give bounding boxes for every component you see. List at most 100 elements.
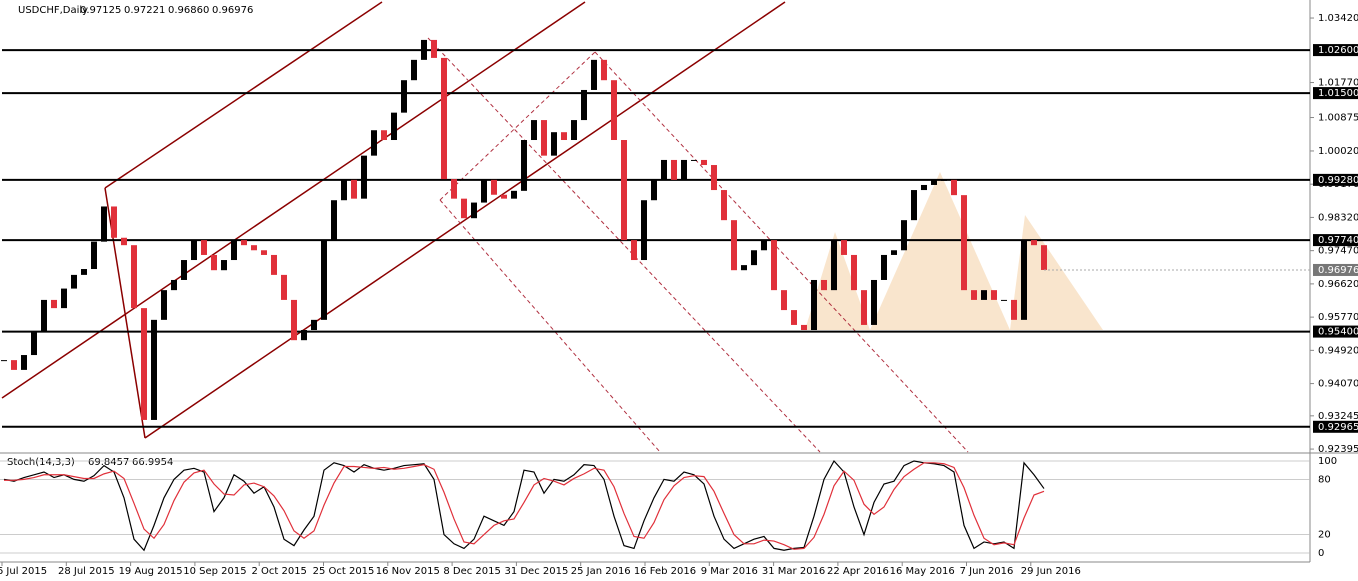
candle-body: [881, 254, 887, 280]
candle-body: [1031, 240, 1037, 246]
candle-body: [761, 240, 767, 251]
candle-body: [471, 202, 477, 219]
x-tick-label: 8 Dec 2015: [443, 566, 501, 577]
candle-body: [491, 179, 497, 195]
candle-body: [1011, 299, 1017, 320]
x-tick-label: 29 Jun 2016: [1021, 566, 1081, 577]
level-label-box: [1313, 44, 1358, 57]
candle-body: [841, 240, 847, 255]
dashed-line: [594, 51, 969, 453]
stoch-tick-label: 20: [1318, 530, 1331, 541]
candle-body: [1001, 299, 1007, 301]
candle-body: [851, 254, 857, 291]
candle-body: [951, 179, 957, 196]
pattern-shade: [805, 172, 1103, 330]
level-label-box: [1313, 325, 1358, 338]
y-tick-label: 0.93245: [1318, 411, 1358, 422]
candle-body: [581, 89, 587, 121]
candle-body: [461, 198, 467, 219]
stoch-tick-label: 0: [1318, 548, 1324, 559]
chart-title: USDCHF,Daily: [18, 5, 88, 16]
candle-body: [441, 57, 447, 180]
candle-body: [341, 179, 347, 201]
candle-body: [11, 360, 17, 370]
candle-body: [131, 245, 137, 309]
candle-body: [61, 288, 67, 309]
candle-body: [891, 250, 897, 255]
candle-body: [571, 120, 577, 141]
candle-body: [591, 59, 597, 90]
candle-body: [721, 190, 727, 221]
candle-body: [241, 240, 247, 246]
candle-body: [191, 240, 197, 261]
y-tick-label: 1.03420: [1318, 13, 1358, 24]
x-tick-label: 6 Jul 2015: [0, 566, 47, 577]
y-tick-label: 0.98320: [1318, 212, 1358, 223]
candle-body: [501, 194, 507, 199]
candle-body: [481, 179, 487, 203]
candle-body: [111, 206, 117, 238]
candle-body: [331, 200, 337, 241]
candle-body: [751, 250, 757, 266]
candle-body: [81, 269, 87, 275]
candle-body: [631, 240, 637, 261]
candle-body: [701, 159, 707, 166]
x-tick-label: 31 Mar 2016: [762, 566, 825, 577]
stoch-value: 66.9954: [132, 457, 173, 468]
y-tick-label: 0.97470: [1318, 246, 1358, 257]
candle-body: [71, 274, 77, 289]
candle-body: [711, 165, 717, 191]
candle-body: [351, 179, 357, 199]
x-tick-label: 16 Feb 2016: [634, 566, 696, 577]
x-tick-label: 2 Oct 2015: [251, 566, 306, 577]
candle-body: [961, 195, 967, 291]
candle-body: [391, 112, 397, 141]
stoch-line: [3, 459, 1045, 552]
x-tick-label: 16 Nov 2015: [376, 566, 440, 577]
x-tick-label: 31 Dec 2015: [504, 566, 568, 577]
candle-body: [361, 155, 367, 199]
candle-body: [941, 179, 947, 181]
candle-body: [731, 220, 737, 271]
candle-body: [691, 159, 697, 161]
stoch-title: Stoch(14,3,3): [7, 457, 75, 468]
y-tick-label: 0.95770: [1318, 312, 1358, 323]
candle-body: [681, 159, 687, 180]
candle-body: [251, 245, 257, 251]
candle-body: [321, 240, 327, 320]
header-value: 0.96976: [212, 5, 253, 16]
candle-body: [781, 290, 787, 311]
x-tick-label: 28 Jul 2015: [58, 566, 115, 577]
candle-body: [31, 331, 37, 356]
candle-body: [431, 39, 437, 58]
candle-body: [861, 290, 867, 325]
y-tick-label: 0.94070: [1318, 379, 1358, 390]
candle-body: [541, 120, 547, 156]
stoch-tick-label: 80: [1318, 474, 1331, 485]
last-price-box: [1313, 263, 1358, 276]
candle-body: [661, 159, 667, 180]
candle-body: [41, 299, 47, 332]
candle-body: [51, 299, 57, 309]
candle-body: [931, 179, 937, 185]
y-tick-label: 0.92395: [1318, 444, 1358, 455]
candle-body: [411, 59, 417, 81]
x-tick-label: 16 May 2016: [890, 566, 955, 577]
x-tick-label: 19 Aug 2015: [119, 566, 183, 577]
candle-body: [161, 290, 167, 320]
stoch-tick-label: 100: [1318, 456, 1337, 467]
candle-body: [811, 279, 817, 331]
header-value: 0.96860: [168, 5, 209, 16]
candle-body: [381, 130, 387, 141]
candle-body: [991, 290, 997, 300]
y-tick-label: 1.00020: [1318, 146, 1358, 157]
channel-line: [144, 1, 786, 439]
level-label: 0.92965: [1318, 422, 1358, 433]
candle-body: [211, 254, 217, 271]
candle-body: [451, 179, 457, 199]
candle-body: [91, 241, 97, 270]
y-tick-label: 0.94920: [1318, 345, 1358, 356]
candle-body: [221, 260, 227, 271]
candle-body: [371, 130, 377, 156]
